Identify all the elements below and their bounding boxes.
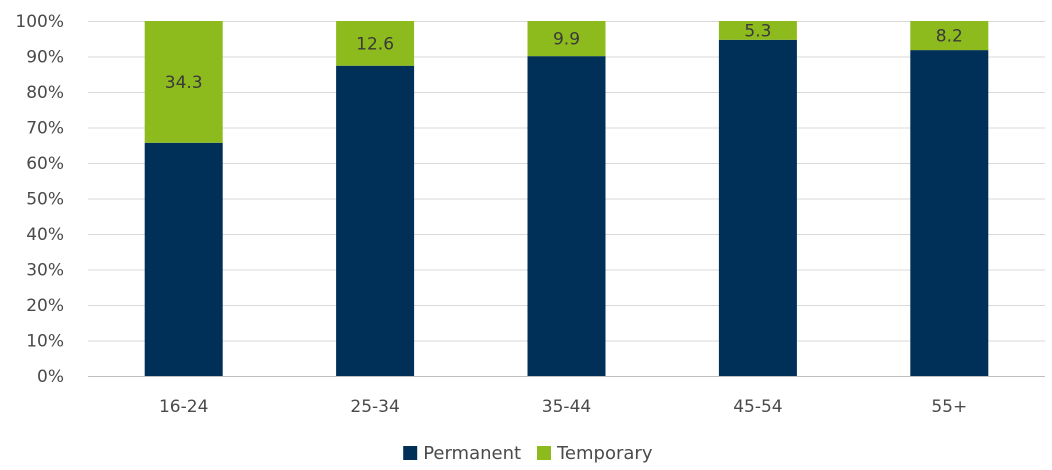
y-tick-label: 70%: [26, 119, 64, 139]
bar-permanent-25-34: [336, 65, 415, 376]
data-label-temporary-25-34: 12.6: [356, 34, 394, 54]
data-label-temporary-45-54: 5.3: [744, 21, 771, 41]
data-labels: 34.3 12.6 9.9 5.3 8.2: [165, 21, 963, 92]
y-tick-label: 10%: [26, 332, 64, 352]
bar-permanent-35-44: [527, 56, 606, 377]
bars: [144, 21, 989, 377]
y-tick-label: 100%: [15, 12, 64, 32]
legend-label-temporary: Temporary: [556, 443, 653, 464]
y-tick-label: 0%: [37, 367, 64, 387]
x-category-label: 25-34: [350, 397, 399, 417]
x-category-label: 55+: [931, 397, 967, 417]
y-axis-ticks: 0% 10% 20% 30% 40% 50% 60% 70% 80% 90% 100%: [15, 12, 64, 387]
bar-temporary-45-54: [718, 21, 797, 40]
legend-swatch-permanent: [403, 446, 418, 460]
y-tick-label: 80%: [26, 83, 64, 103]
bar-temporary-25-34: [336, 21, 415, 66]
bar-permanent-45-54: [718, 39, 797, 376]
legend: Permanent Temporary: [403, 443, 653, 464]
y-tick-label: 60%: [26, 154, 64, 174]
y-tick-label: 90%: [26, 48, 64, 68]
bar-permanent-16-24: [144, 142, 223, 376]
legend-swatch-temporary: [537, 446, 551, 460]
bar-permanent-55+: [910, 50, 989, 377]
x-axis-categories: 16-24 25-34 35-44 45-54 55+: [159, 397, 967, 417]
y-tick-label: 50%: [26, 190, 64, 210]
x-category-label: 45-54: [733, 397, 782, 417]
data-label-temporary-16-24: 34.3: [165, 73, 203, 93]
data-label-temporary-55+: 8.2: [936, 27, 963, 47]
y-tick-label: 20%: [26, 296, 64, 316]
legend-label-permanent: Permanent: [423, 443, 521, 464]
bar-temporary-16-24: [144, 21, 223, 143]
data-label-temporary-35-44: 9.9: [553, 30, 580, 50]
x-category-label: 16-24: [159, 397, 208, 417]
bar-temporary-55+: [910, 21, 989, 51]
y-tick-label: 30%: [26, 261, 64, 281]
y-tick-label: 40%: [26, 225, 64, 245]
bar-temporary-35-44: [527, 21, 606, 57]
x-category-label: 35-44: [542, 397, 591, 417]
